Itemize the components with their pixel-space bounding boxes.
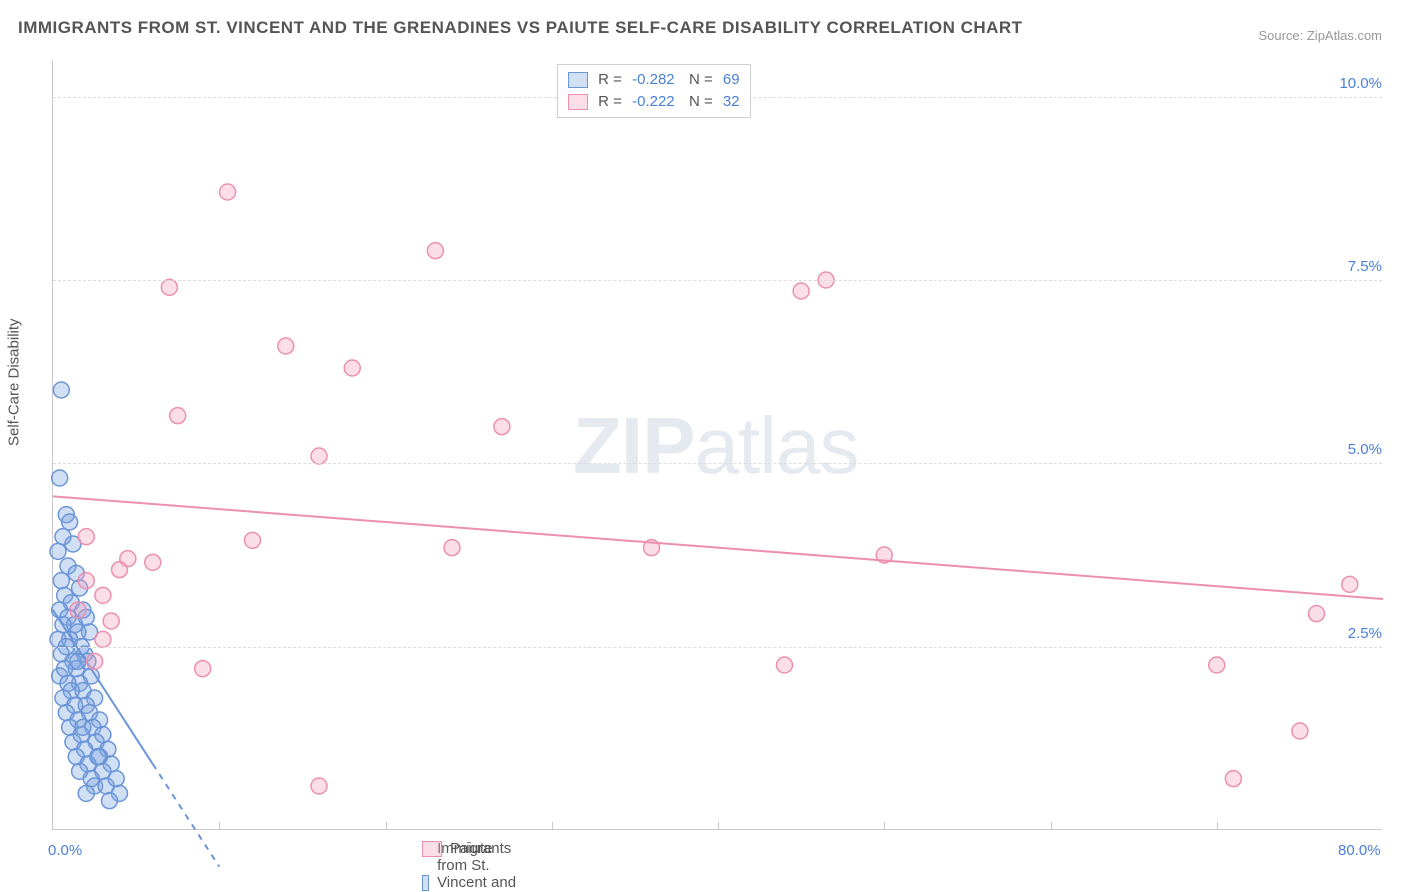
- gridline-h: [53, 647, 1382, 648]
- chart-title: IMMIGRANTS FROM ST. VINCENT AND THE GREN…: [18, 18, 1023, 38]
- x-tick: [884, 822, 885, 830]
- y-axis-label: Self-Care Disability: [6, 318, 23, 446]
- data-point: [87, 653, 103, 669]
- legend-series-name: Paiute: [450, 840, 493, 857]
- data-point: [112, 562, 128, 578]
- y-tick-label: 10.0%: [1326, 75, 1382, 92]
- data-point: [427, 243, 443, 259]
- data-point: [220, 184, 236, 200]
- regression-line-extrapolated: [153, 764, 220, 867]
- legend-r-value: -0.222: [632, 91, 675, 113]
- x-axis-max: 80.0%: [1338, 842, 1381, 859]
- legend-stats: R = -0.282 N = 69 R = -0.222 N = 32: [557, 64, 751, 118]
- y-tick-label: 7.5%: [1326, 258, 1382, 275]
- data-point: [78, 573, 94, 589]
- data-point: [793, 283, 809, 299]
- data-point: [90, 749, 106, 765]
- data-point: [278, 338, 294, 354]
- legend-n-value: 69: [723, 69, 740, 91]
- x-tick: [386, 822, 387, 830]
- plot-svg: [53, 60, 1382, 829]
- x-tick: [1217, 822, 1218, 830]
- x-tick: [718, 822, 719, 830]
- data-point: [78, 529, 94, 545]
- legend-swatch: [422, 841, 442, 857]
- gridline-h: [53, 463, 1382, 464]
- data-point: [103, 613, 119, 629]
- x-axis-min: 0.0%: [48, 842, 82, 859]
- data-point: [195, 661, 211, 677]
- legend-n-label: N =: [681, 69, 717, 91]
- data-point: [50, 543, 66, 559]
- data-point: [102, 793, 118, 809]
- legend-series-item: Paiute: [422, 840, 493, 857]
- data-point: [245, 532, 261, 548]
- source-label: Source: ZipAtlas.com: [1258, 28, 1382, 43]
- data-point: [70, 602, 86, 618]
- data-point: [444, 540, 460, 556]
- data-point: [311, 778, 327, 794]
- data-point: [62, 514, 78, 530]
- data-point: [145, 554, 161, 570]
- data-point: [95, 587, 111, 603]
- legend-n-label: N =: [681, 91, 717, 113]
- data-point: [98, 778, 114, 794]
- data-point: [53, 573, 69, 589]
- data-point: [344, 360, 360, 376]
- data-point: [777, 657, 793, 673]
- data-point: [1309, 606, 1325, 622]
- y-tick-label: 2.5%: [1326, 625, 1382, 642]
- legend-r-label: R =: [594, 69, 626, 91]
- data-point: [1225, 771, 1241, 787]
- data-point: [95, 631, 111, 647]
- data-point: [1342, 576, 1358, 592]
- data-point: [494, 419, 510, 435]
- data-point: [78, 785, 94, 801]
- legend-stats-row: R = -0.282 N = 69: [568, 69, 740, 91]
- plot-area: ZIPatlas: [52, 60, 1382, 830]
- y-tick-label: 5.0%: [1326, 441, 1382, 458]
- legend-swatch: [422, 875, 429, 891]
- data-point: [75, 719, 91, 735]
- data-point: [161, 279, 177, 295]
- data-point: [52, 470, 68, 486]
- data-point: [170, 408, 186, 424]
- legend-swatch: [568, 72, 588, 88]
- gridline-h: [53, 280, 1382, 281]
- x-tick: [219, 822, 220, 830]
- legend-r-label: R =: [594, 91, 626, 113]
- legend-r-value: -0.282: [632, 69, 675, 91]
- legend-n-value: 32: [723, 91, 740, 113]
- data-point: [1209, 657, 1225, 673]
- data-point: [311, 448, 327, 464]
- data-point: [1292, 723, 1308, 739]
- legend-stats-row: R = -0.222 N = 32: [568, 91, 740, 113]
- x-tick: [552, 822, 553, 830]
- x-tick: [1051, 822, 1052, 830]
- data-point: [53, 382, 69, 398]
- legend-swatch: [568, 94, 588, 110]
